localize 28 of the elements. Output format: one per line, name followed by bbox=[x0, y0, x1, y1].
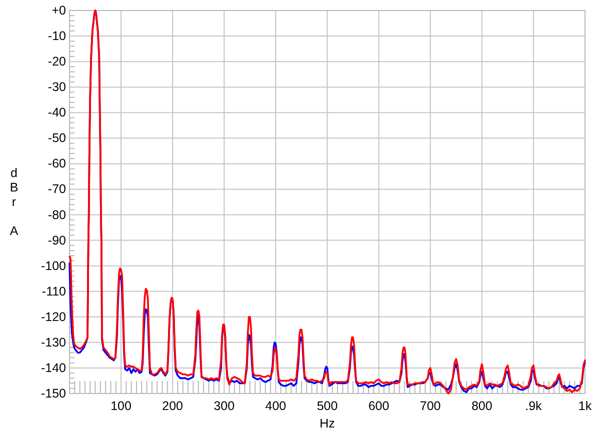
y-tick-label: -50 bbox=[48, 131, 66, 146]
x-tick-label: 700 bbox=[420, 399, 441, 413]
x-axis-title: Hz bbox=[320, 416, 335, 430]
y-tick-label: -80 bbox=[48, 208, 66, 222]
y-tick-label: -40 bbox=[48, 106, 66, 120]
y-tick-label: -120 bbox=[40, 310, 66, 324]
x-tick-label: 500 bbox=[316, 399, 338, 413]
x-tick-label: .9k bbox=[525, 399, 543, 413]
x-tick-label: 400 bbox=[265, 399, 286, 413]
y-tick-label: -20 bbox=[48, 54, 66, 69]
text: dBr A bbox=[10, 166, 18, 238]
x-tick-label: 800 bbox=[471, 399, 492, 413]
x-tick-label: 300 bbox=[214, 399, 235, 413]
y-tick-label: +0 bbox=[52, 4, 66, 18]
y-tick-label: -110 bbox=[42, 284, 66, 298]
x-tick-label: 1k bbox=[578, 399, 592, 413]
y-tick-label: -10 bbox=[48, 29, 66, 44]
y-tick-label: -70 bbox=[48, 182, 66, 196]
y-tick-label: -130 bbox=[40, 335, 66, 350]
y-tick-label: -90 bbox=[48, 233, 66, 248]
x-tick-label: 600 bbox=[368, 399, 390, 413]
x-tick-label: 200 bbox=[162, 399, 184, 413]
y-tick-label: -30 bbox=[48, 80, 66, 94]
y-tick-label: -100 bbox=[40, 258, 66, 273]
y-tick-label: -60 bbox=[48, 156, 66, 171]
x-tick-label: 100 bbox=[110, 399, 132, 413]
y-tick-label: -150 bbox=[40, 386, 66, 400]
y-tick-label: -140 bbox=[40, 360, 66, 375]
